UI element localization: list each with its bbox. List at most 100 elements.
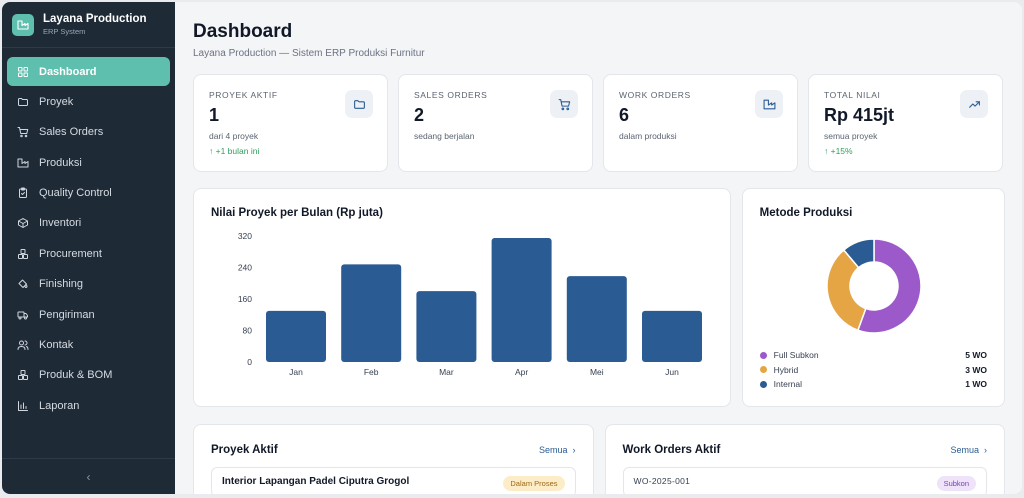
legend-label: Internal [773, 379, 803, 390]
work-orders-title: Work Orders Aktif [622, 444, 721, 456]
donut-slice-internal[interactable] [842, 238, 875, 269]
main-content: Dashboard Layana Production — Sistem ERP… [175, 2, 1022, 494]
project-name: Interior Lapangan Padel Ciputra Grogol [222, 476, 410, 487]
sidebar-item-inventori[interactable]: Inventori [7, 209, 170, 238]
bar-mei[interactable] [566, 276, 627, 362]
bar-feb[interactable] [341, 264, 402, 362]
stat-label: SALES ORDERS [414, 90, 488, 100]
sidebar-item-label: Sales Orders [39, 126, 104, 139]
sidebar-item-pengiriman[interactable]: Pengiriman [7, 300, 170, 329]
legend-item: Full Subkon 5 WO [759, 348, 987, 363]
sidebar-item-label: Quality Control [39, 187, 112, 200]
sidebar-item-produksi[interactable]: Produksi [7, 148, 170, 177]
sidebar-item-label: Inventori [39, 217, 82, 230]
list-item[interactable]: Interior Lapangan Padel Ciputra Grogol D… [211, 467, 576, 494]
proyek-semua-link[interactable]: Semua › [539, 445, 576, 455]
list-item[interactable]: WO-2025-001 Subkon [622, 467, 987, 494]
y-tick-label: 160 [238, 294, 252, 304]
folder-icon [17, 96, 29, 108]
boxes-icon [17, 248, 29, 260]
work-orders-semua-label: Semua [950, 445, 979, 455]
bar-jan[interactable] [266, 310, 326, 362]
y-tick-label: 0 [247, 357, 252, 367]
sidebar-item-label: Proyek [39, 95, 74, 108]
bar-chart-icon [17, 400, 29, 412]
x-tick-label: Mei [590, 367, 604, 377]
sidebar-item-label: Dashboard [39, 65, 97, 78]
donut-slice-hybrid[interactable] [825, 248, 867, 332]
donut-chart [825, 238, 922, 334]
brand[interactable]: Layana Production ERP System [2, 2, 175, 48]
truck-icon [17, 309, 29, 321]
sidebar-item-finishing[interactable]: Finishing [7, 270, 170, 299]
stat-description: dari 4 proyek [209, 131, 259, 141]
sidebar-item-laporan[interactable]: Laporan [7, 391, 170, 420]
cart-icon [550, 90, 578, 118]
sidebar-item-label: Produk & BOM [39, 369, 113, 382]
sidebar-item-dashboard[interactable]: Dashboard [7, 57, 170, 86]
donut-slice-full-subkon[interactable] [856, 238, 922, 334]
bar-chart: 0 80 160 240 320 Jan Feb Mar Apr Mei Jun [238, 231, 702, 377]
brand-subtitle: ERP System [43, 26, 86, 36]
y-tick-label: 320 [238, 231, 252, 241]
legend-value: 3 WO [965, 364, 987, 375]
stat-card[interactable]: PROYEK AKTIF 1 dari 4 proyek ↑ +1 bulan ini [193, 74, 388, 172]
stat-trend: ↑ +15% [824, 146, 853, 156]
cart-icon [17, 126, 29, 138]
sidebar-item-sales-orders[interactable]: Sales Orders [7, 118, 170, 147]
sidebar: Layana Production ERP System Dashboard Pr… [2, 2, 175, 494]
collapse-sidebar-button[interactable]: ‹ [2, 458, 175, 494]
stat-description: semua proyek [824, 131, 878, 141]
sidebar-item-procurement[interactable]: Procurement [7, 239, 170, 268]
method-badge: Subkon [936, 476, 976, 491]
stat-label: PROYEK AKTIF [209, 90, 278, 100]
work-order-code: WO-2025-001 [633, 476, 691, 486]
work-orders-semua-link[interactable]: Semua › [950, 445, 987, 455]
stat-card[interactable]: TOTAL NILAI Rp 415jt semua proyek ↑ +15% [808, 74, 1003, 172]
stat-card[interactable]: WORK ORDERS 6 dalam produksi [603, 74, 798, 172]
stat-value: 1 [209, 105, 220, 125]
stat-value: 2 [414, 105, 425, 125]
factory-logo-icon [12, 13, 34, 36]
bar-jun[interactable] [642, 310, 702, 362]
factory-icon [755, 90, 783, 118]
legend-value: 1 WO [965, 379, 987, 390]
donut-chart-card: Metode Produksi Full Subkon 5 WO Hybrid 3 W… [741, 188, 1005, 407]
legend-value: 5 WO [965, 350, 987, 361]
donut-chart-title: Metode Produksi [759, 207, 853, 219]
stat-trend: ↑ +1 bulan ini [209, 146, 260, 156]
legend-swatch [759, 351, 767, 359]
paint-bucket-icon [17, 278, 29, 290]
donut-legend: Full Subkon 5 WO Hybrid 3 WO Internal 1 WO [759, 348, 987, 392]
sidebar-item-label: Kontak [39, 339, 74, 352]
bar-apr[interactable] [491, 237, 552, 362]
stat-description: sedang berjalan [414, 131, 475, 141]
page-subtitle: Layana Production — Sistem ERP Produksi … [193, 48, 425, 59]
boxes-icon [17, 369, 29, 381]
bar-chart-card: Nilai Proyek per Bulan (Rp juta) 0 80 160 2… [193, 188, 731, 407]
proyek-semua-label: Semua [538, 445, 568, 455]
legend-label: Hybrid [773, 364, 799, 375]
sidebar-item-label: Procurement [39, 247, 102, 260]
legend-label: Full Subkon [773, 350, 819, 361]
stat-card[interactable]: SALES ORDERS 2 sedang berjalan [398, 74, 593, 172]
sidebar-item-proyek[interactable]: Proyek [7, 87, 170, 116]
stats-row: PROYEK AKTIF 1 dari 4 proyek ↑ +1 bulan ini… [193, 74, 1005, 172]
stat-value: 6 [619, 105, 630, 125]
clipboard-icon [17, 187, 29, 199]
bar-mar[interactable] [416, 291, 477, 362]
brand-name: Layana Production [43, 12, 147, 25]
chevron-right-icon: › [572, 445, 576, 455]
sidebar-item-quality-control[interactable]: Quality Control [7, 179, 170, 208]
sidebar-item-label: Pengiriman [39, 308, 95, 321]
sidebar-item-produk-bom[interactable]: Produk & BOM [7, 361, 170, 390]
grid-icon [17, 66, 29, 78]
box-icon [17, 217, 29, 229]
x-tick-label: Mar [439, 367, 454, 377]
sidebar-item-kontak[interactable]: Kontak [7, 331, 170, 360]
trending-up-icon [960, 90, 988, 118]
sidebar-item-label: Produksi [39, 156, 82, 169]
proyek-aktif-card: Proyek Aktif Semua › Interior Lapangan P… [193, 424, 594, 494]
work-orders-card: Work Orders Aktif Semua › WO-2025-001 Su… [604, 424, 1005, 494]
